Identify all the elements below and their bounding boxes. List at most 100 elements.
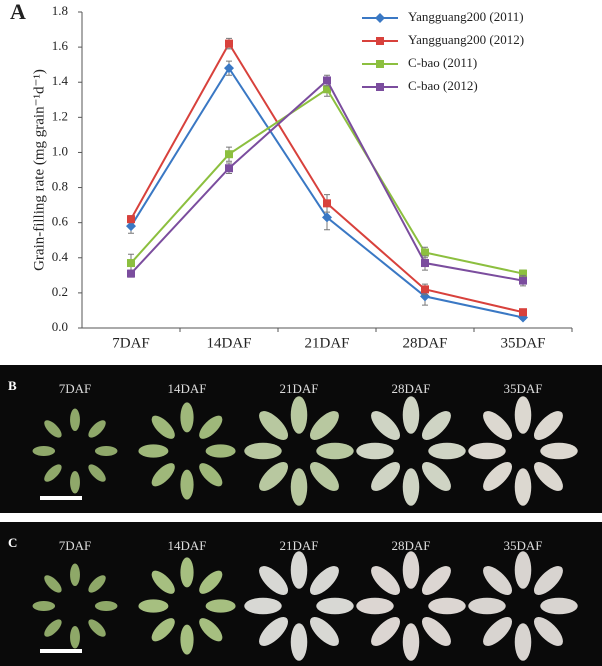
stage-label: 7DAF [59, 381, 92, 396]
marker [323, 85, 331, 94]
grain [483, 616, 513, 646]
y-tick-label: 1.4 [52, 73, 69, 88]
marker [421, 248, 429, 257]
grain [514, 551, 532, 589]
x-tick-label: 35DAF [500, 335, 545, 351]
grain [421, 411, 451, 441]
y-tick-label: 0.6 [52, 214, 69, 229]
grain [428, 597, 466, 615]
stage-label: 7DAF [59, 538, 92, 553]
x-tick-label: 7DAF [112, 335, 150, 351]
series-line [130, 87, 524, 275]
grain [316, 597, 354, 615]
grain [44, 464, 62, 482]
y-tick-label: 1.2 [52, 108, 68, 123]
grain [259, 616, 289, 646]
grain [421, 566, 451, 596]
y-tick-label: 1.6 [52, 38, 69, 53]
grain [88, 575, 106, 593]
scale-bar [40, 649, 82, 653]
grain [199, 618, 223, 642]
grain [533, 616, 563, 646]
y-axis-label: Grain-filling rate (mg grain⁻¹d⁻¹) [31, 69, 47, 271]
grain [88, 420, 106, 438]
marker [225, 164, 233, 173]
stage-label: 28DAF [391, 538, 430, 553]
grain [371, 566, 401, 596]
grain [94, 601, 118, 611]
marker [126, 221, 136, 232]
grain [371, 411, 401, 441]
marker [225, 39, 233, 48]
panel-label: C [8, 535, 17, 550]
grain [199, 463, 223, 487]
legend-label: Yangguang200 (2011) [408, 9, 524, 24]
grain [151, 463, 175, 487]
grain [180, 469, 194, 500]
grain [94, 446, 118, 456]
grain [356, 442, 394, 460]
grain [70, 408, 80, 432]
grain [402, 396, 420, 434]
marker [127, 269, 135, 278]
grain [533, 411, 563, 441]
grain [151, 570, 175, 594]
photo-panel: B 7DAF 14DAF 21DAF 28DAF 35DAF [0, 365, 602, 513]
stage-label: 21DAF [279, 381, 318, 396]
grain [138, 444, 169, 458]
stage-label: 28DAF [391, 381, 430, 396]
grain [44, 420, 62, 438]
grain [32, 601, 56, 611]
grain [259, 461, 289, 491]
grain [309, 411, 339, 441]
marker [421, 259, 429, 268]
marker [323, 199, 331, 208]
marker [127, 259, 135, 268]
grain [44, 575, 62, 593]
grain [468, 442, 506, 460]
y-tick-label: 1.0 [52, 143, 68, 158]
grain [356, 597, 394, 615]
marker [225, 150, 233, 159]
marker [376, 60, 384, 68]
grain [290, 396, 308, 434]
grain [244, 442, 282, 460]
grain [402, 551, 420, 589]
x-tick-label: 14DAF [206, 335, 251, 351]
grain [540, 442, 578, 460]
grain [151, 618, 175, 642]
y-tick-label: 0.4 [52, 249, 69, 264]
x-tick-label: 28DAF [402, 335, 447, 351]
stage-label: 35DAF [503, 381, 542, 396]
legend-label: C-bao (2012) [408, 78, 478, 93]
grain [290, 551, 308, 589]
grain [88, 464, 106, 482]
marker [421, 285, 429, 294]
grain [309, 461, 339, 491]
marker [375, 13, 385, 23]
y-tick-label: 0.0 [52, 319, 68, 334]
marker [519, 276, 527, 285]
x-tick-label: 21DAF [304, 335, 349, 351]
marker [322, 212, 332, 223]
grain [138, 599, 169, 613]
grain [290, 623, 308, 661]
grain [402, 623, 420, 661]
grain [205, 444, 236, 458]
grain [371, 616, 401, 646]
grain [514, 396, 532, 434]
grain [44, 619, 62, 637]
grain [483, 566, 513, 596]
y-tick-label: 0.2 [52, 284, 68, 299]
grain [259, 411, 289, 441]
grain [371, 461, 401, 491]
y-tick-label: 1.8 [52, 3, 68, 18]
grain [205, 599, 236, 613]
grain [180, 624, 194, 655]
grain [514, 468, 532, 506]
grain [244, 597, 282, 615]
marker [224, 63, 234, 74]
legend-label: Yangguang200 (2012) [408, 32, 524, 47]
